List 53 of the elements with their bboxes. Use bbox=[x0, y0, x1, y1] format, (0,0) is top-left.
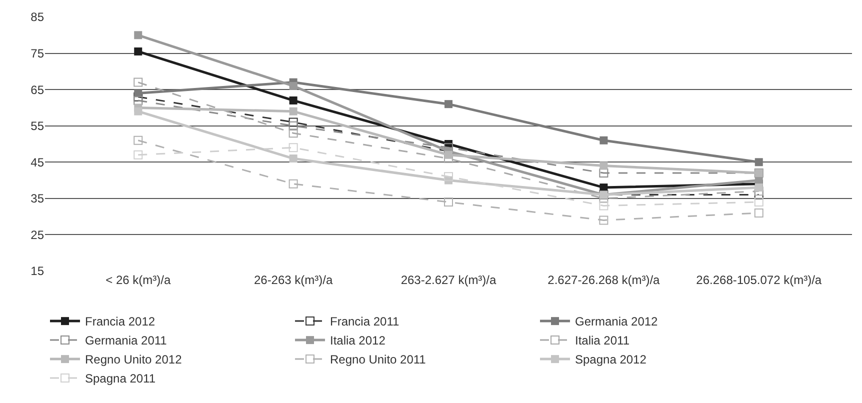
y-tick-label: 25 bbox=[30, 228, 44, 242]
point bbox=[288, 143, 298, 152]
y-tick-label: 35 bbox=[30, 192, 44, 206]
legend-label: Regno Unito 2011 bbox=[330, 352, 426, 367]
point bbox=[600, 162, 608, 170]
point bbox=[444, 100, 452, 108]
point bbox=[754, 208, 764, 218]
y-tick-label: 15 bbox=[30, 264, 44, 278]
point bbox=[754, 184, 763, 192]
point bbox=[754, 158, 763, 166]
x-tick-label: 263-2.627 k(m³)/a bbox=[400, 273, 497, 287]
point bbox=[444, 172, 453, 182]
legend-label: Francia 2012 bbox=[85, 314, 156, 329]
point bbox=[288, 128, 298, 138]
y-tick-label: 75 bbox=[30, 46, 44, 60]
point bbox=[754, 198, 764, 207]
legend-label: Italia 2011 bbox=[575, 334, 630, 348]
point bbox=[134, 31, 142, 40]
legend-label: Germania 2011 bbox=[85, 334, 168, 348]
y-tick-label: 85 bbox=[30, 10, 44, 24]
legend-label: Spagna 2012 bbox=[575, 352, 647, 367]
point bbox=[134, 150, 143, 160]
point bbox=[444, 150, 452, 159]
legend-label: Francia 2011 bbox=[330, 314, 400, 329]
point bbox=[599, 201, 608, 210]
point bbox=[134, 136, 143, 145]
y-tick-label: 65 bbox=[30, 82, 44, 97]
point bbox=[134, 96, 143, 105]
point bbox=[134, 78, 143, 87]
x-tick-label: 26-263 k(m³)/a bbox=[254, 273, 333, 287]
point bbox=[288, 118, 298, 127]
legend-label: Regno Unito 2012 bbox=[85, 352, 182, 367]
point bbox=[289, 154, 298, 163]
point bbox=[288, 121, 298, 130]
point bbox=[444, 198, 453, 207]
point bbox=[288, 179, 298, 188]
point bbox=[599, 216, 608, 225]
legend-label: Italia 2012 bbox=[330, 334, 386, 348]
x-tick-label: 26.268-105.072 k(m³)/a bbox=[696, 273, 822, 287]
point bbox=[289, 107, 298, 116]
point bbox=[754, 186, 764, 196]
y-tick-label: 55 bbox=[30, 119, 44, 134]
x-tick-label: 2.627-26.268 k(m³)/a bbox=[548, 273, 660, 287]
point bbox=[289, 96, 298, 104]
point bbox=[600, 136, 608, 144]
x-tick-label: < 26 k(m³)/a bbox=[106, 273, 171, 287]
point bbox=[599, 168, 608, 178]
legend-label: Spagna 2011 bbox=[85, 372, 156, 386]
point bbox=[134, 47, 142, 56]
point bbox=[289, 82, 298, 90]
y-tick-label: 45 bbox=[30, 155, 44, 170]
point bbox=[134, 107, 142, 116]
legend-label: Germania 2012 bbox=[575, 314, 658, 329]
